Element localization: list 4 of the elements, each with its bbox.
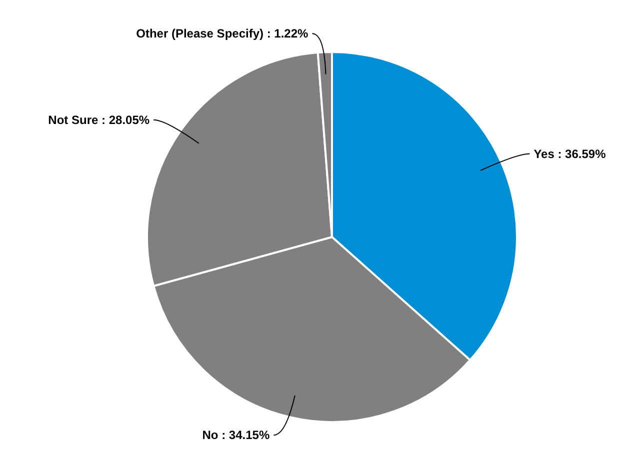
slice-label: Yes : 36.59% xyxy=(534,146,606,161)
slice-label: No : 34.15% xyxy=(202,428,270,442)
slice-label: Not Sure : 28.05% xyxy=(48,112,150,127)
slice-label: Other (Please Specify) : 1.22% xyxy=(136,26,309,41)
